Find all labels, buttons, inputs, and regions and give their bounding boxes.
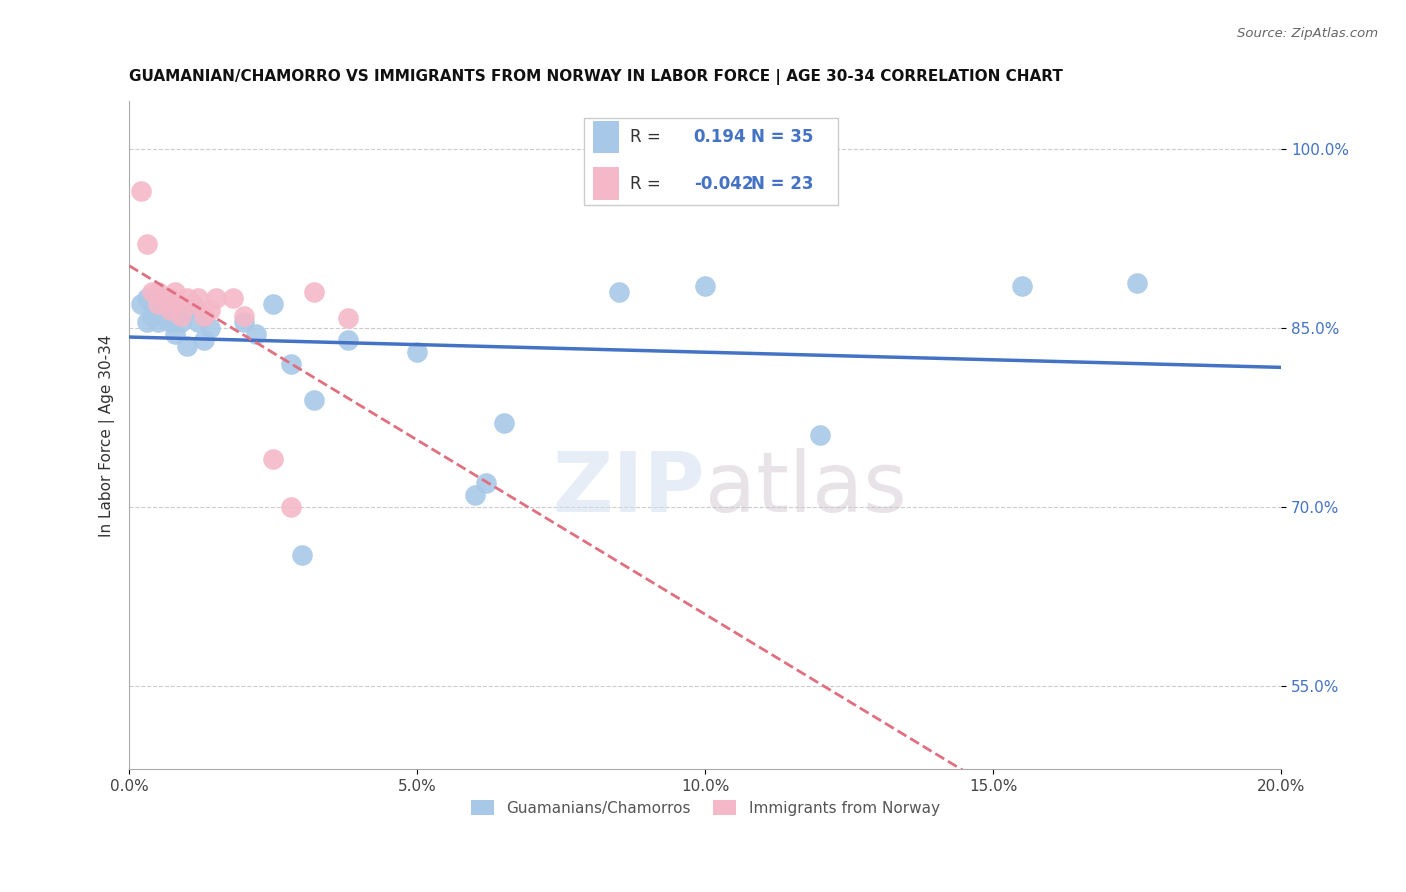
Point — [159, 291, 181, 305]
Point — [198, 303, 221, 318]
Point — [302, 392, 325, 407]
Legend: Guamanians/Chamorros, Immigrants from Norway: Guamanians/Chamorros, Immigrants from No… — [465, 794, 946, 822]
Point — [181, 297, 204, 311]
Text: N = 35: N = 35 — [751, 128, 814, 146]
Point — [159, 303, 181, 318]
Point — [176, 339, 198, 353]
Point — [607, 285, 630, 300]
Point — [146, 285, 169, 300]
Point — [233, 309, 256, 323]
Point — [129, 297, 152, 311]
Text: GUAMANIAN/CHAMORRO VS IMMIGRANTS FROM NORWAY IN LABOR FORCE | AGE 30-34 CORRELAT: GUAMANIAN/CHAMORRO VS IMMIGRANTS FROM NO… — [129, 69, 1063, 85]
Point — [141, 297, 163, 311]
Point — [492, 417, 515, 431]
Point — [291, 548, 314, 562]
Point — [280, 357, 302, 371]
Point — [302, 285, 325, 300]
Point — [193, 333, 215, 347]
Point — [170, 315, 193, 329]
Text: atlas: atlas — [706, 449, 907, 529]
Point — [337, 333, 360, 347]
FancyBboxPatch shape — [593, 121, 619, 153]
Point — [222, 291, 245, 305]
Point — [695, 279, 717, 293]
Text: N = 23: N = 23 — [751, 175, 814, 193]
Point — [233, 315, 256, 329]
Point — [141, 309, 163, 323]
Point — [280, 500, 302, 514]
FancyBboxPatch shape — [585, 118, 838, 205]
Point — [187, 291, 209, 305]
Point — [204, 291, 226, 305]
Point — [245, 326, 267, 341]
Point — [129, 184, 152, 198]
Point — [135, 237, 157, 252]
Text: R =: R = — [630, 175, 666, 193]
Point — [165, 285, 187, 300]
Point — [146, 315, 169, 329]
Point — [159, 297, 181, 311]
Text: ZIP: ZIP — [553, 449, 706, 529]
Point — [176, 291, 198, 305]
Point — [170, 309, 193, 323]
Text: -0.042: -0.042 — [693, 175, 754, 193]
Text: R =: R = — [630, 128, 666, 146]
Text: Source: ZipAtlas.com: Source: ZipAtlas.com — [1237, 27, 1378, 40]
Point — [262, 297, 284, 311]
Point — [475, 476, 498, 491]
Point — [146, 303, 169, 318]
Point — [165, 297, 187, 311]
Point — [135, 291, 157, 305]
Point — [176, 303, 198, 318]
Point — [262, 452, 284, 467]
Point — [135, 315, 157, 329]
Point — [159, 315, 181, 329]
Point — [153, 291, 176, 305]
Point — [198, 321, 221, 335]
Point — [141, 285, 163, 300]
Point — [146, 297, 169, 311]
Point — [406, 344, 429, 359]
Point — [165, 326, 187, 341]
Point — [187, 315, 209, 329]
Point — [1126, 276, 1149, 290]
Y-axis label: In Labor Force | Age 30-34: In Labor Force | Age 30-34 — [100, 334, 115, 537]
Point — [808, 428, 831, 442]
Point — [181, 297, 204, 311]
Text: 0.194: 0.194 — [693, 128, 747, 146]
Point — [464, 488, 486, 502]
Point — [153, 291, 176, 305]
Point — [153, 311, 176, 326]
Point — [1011, 279, 1033, 293]
Point — [337, 311, 360, 326]
Point — [193, 309, 215, 323]
FancyBboxPatch shape — [593, 168, 619, 200]
